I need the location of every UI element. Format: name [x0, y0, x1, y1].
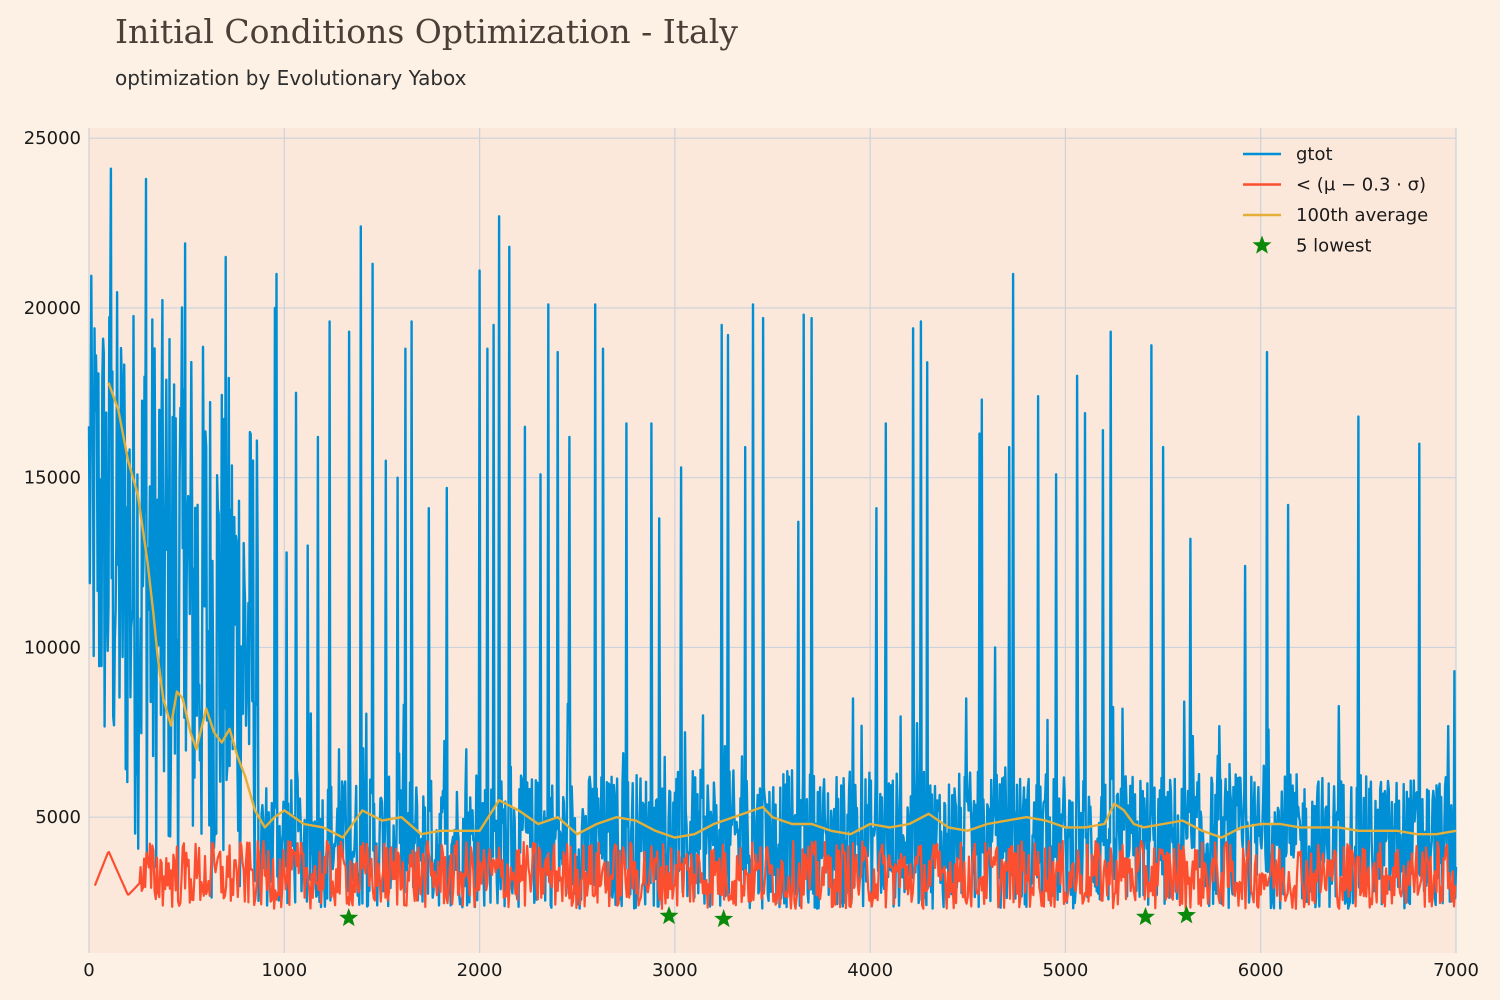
x-tick-label: 0	[83, 960, 94, 981]
lowest-point-marker	[1136, 907, 1155, 926]
x-tick-label: 7000	[1433, 960, 1479, 981]
y-tick-label: 25000	[24, 128, 81, 149]
lowest-point-marker	[714, 909, 734, 928]
chart-subtitle: optimization by Evolutionary Yabox	[115, 66, 467, 90]
legend-label: < (μ − 0.3 · σ)	[1296, 175, 1426, 196]
series-threshold-line	[93, 839, 1457, 910]
y-tick-label: 5000	[35, 807, 81, 828]
legend-label: 5 lowest	[1296, 236, 1371, 257]
lowest-point-marker	[659, 906, 679, 925]
legend-swatch-star	[1252, 235, 1272, 254]
axis-ticks: 0 1000 2000 3000 4000 5000 6000 7000 5000 10000 15…	[24, 128, 1479, 981]
x-tick-label: 2000	[457, 960, 503, 981]
series-average-line	[107, 382, 1457, 839]
x-tick-label: 5000	[1043, 960, 1089, 981]
x-tick-label: 4000	[847, 960, 893, 981]
y-tick-label: 20000	[24, 298, 81, 319]
series-group	[87, 167, 1458, 928]
chart-title: Initial Conditions Optimization - Italy	[115, 12, 738, 51]
lowest-point-marker	[1177, 905, 1196, 924]
legend-label: 100th average	[1296, 205, 1428, 226]
lowest-point-marker	[339, 908, 359, 927]
y-tick-label: 15000	[24, 468, 81, 489]
y-tick-label: 10000	[24, 637, 81, 658]
x-tick-label: 3000	[652, 960, 698, 981]
x-tick-label: 6000	[1238, 960, 1284, 981]
legend-label: gtot	[1296, 144, 1333, 165]
legend: gtot < (μ − 0.3 · σ) 100th average 5 lowest	[1243, 144, 1428, 257]
x-tick-label: 1000	[261, 960, 307, 981]
